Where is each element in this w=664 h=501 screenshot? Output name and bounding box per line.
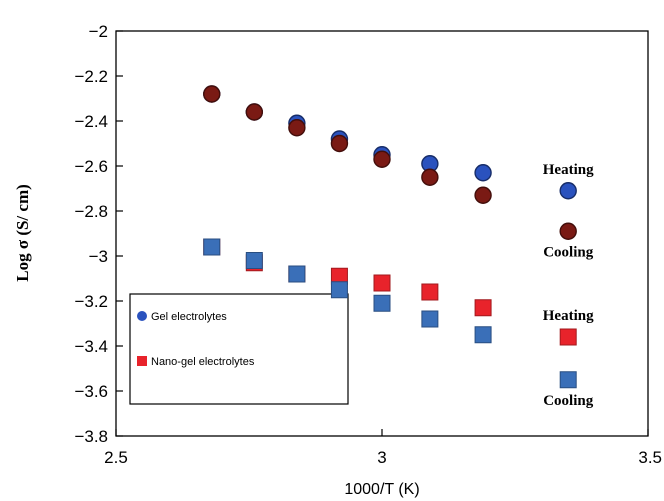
data-series bbox=[203, 85, 492, 344]
nano-gel-cooling-point bbox=[421, 310, 439, 328]
annotation-label-cooling: Cooling bbox=[543, 393, 594, 409]
annotation-label-heating: Heating bbox=[543, 162, 594, 178]
gel-cooling-point bbox=[330, 134, 349, 153]
y-tick-label: −3.6 bbox=[74, 382, 108, 401]
legend-frame bbox=[129, 293, 349, 405]
nano-gel-cooling-point bbox=[245, 252, 263, 269]
gel-cooling-point bbox=[203, 85, 221, 103]
x-tick-label: 3 bbox=[377, 448, 386, 467]
annotation-label-cooling: Cooling bbox=[543, 244, 594, 260]
nano-gel-cooling-point bbox=[330, 281, 348, 299]
nano-gel-cooling-point bbox=[373, 294, 391, 312]
annotation-label-heating: Heating bbox=[543, 308, 594, 324]
legend-box: Gel electrolytes Nano-gel electrolytes bbox=[129, 293, 349, 405]
annotation-marker-heating bbox=[559, 328, 577, 346]
legend-marker-nano-gel bbox=[137, 356, 147, 366]
gel-cooling-point bbox=[245, 103, 264, 121]
nano-gel-heating-point bbox=[421, 283, 439, 301]
y-tick-label: −2 bbox=[89, 22, 108, 41]
y-tick-label: −3 bbox=[89, 247, 108, 266]
y-tick-label: −2.8 bbox=[74, 202, 108, 221]
annotation-marker-heating bbox=[559, 182, 577, 200]
y-tick-label: −2.4 bbox=[74, 112, 108, 131]
gel-cooling-point bbox=[474, 186, 492, 204]
x-axis: 2.5 3 3.5 bbox=[104, 429, 662, 467]
annotation-marker-cooling bbox=[559, 222, 577, 240]
y-tick-label: −3.4 bbox=[74, 337, 108, 356]
legend-label-gel: Gel electrolytes bbox=[151, 311, 227, 323]
annotation-marker-cooling bbox=[559, 371, 577, 389]
nano-gel-cooling-point bbox=[474, 326, 492, 344]
gel-heating-point bbox=[474, 164, 492, 182]
y-tick-label: −3.2 bbox=[74, 292, 108, 311]
nano-gel-cooling-point bbox=[203, 238, 221, 256]
y-tick-label: −3.8 bbox=[74, 427, 108, 446]
nano-gel-cooling-point bbox=[288, 265, 306, 283]
annotations: Heating Cooling Heating Cooling bbox=[543, 162, 594, 409]
x-tick-label: 3.5 bbox=[638, 448, 662, 467]
y-tick-label: −2.6 bbox=[74, 157, 108, 176]
gel-cooling-point bbox=[288, 119, 306, 137]
gel-cooling-point bbox=[373, 150, 391, 168]
x-tick-label: 2.5 bbox=[104, 448, 128, 467]
x-axis-title: 1000/T (K) bbox=[344, 481, 419, 498]
legend-marker-gel bbox=[137, 311, 147, 321]
gel-cooling-point bbox=[421, 168, 439, 186]
y-axis-title: Log σ (S/ cm) bbox=[13, 184, 32, 282]
legend-label-nano-gel: Nano-gel electrolytes bbox=[151, 356, 255, 368]
nano-gel-heating-point bbox=[373, 274, 391, 292]
y-tick-label: −2.2 bbox=[74, 67, 108, 86]
y-axis: −2 −2.2 −2.4 −2.6 −2.8 −3 −3.2 −3.4 −3.6 −3.8 bbox=[74, 22, 123, 446]
nano-gel-heating-point bbox=[474, 299, 492, 317]
